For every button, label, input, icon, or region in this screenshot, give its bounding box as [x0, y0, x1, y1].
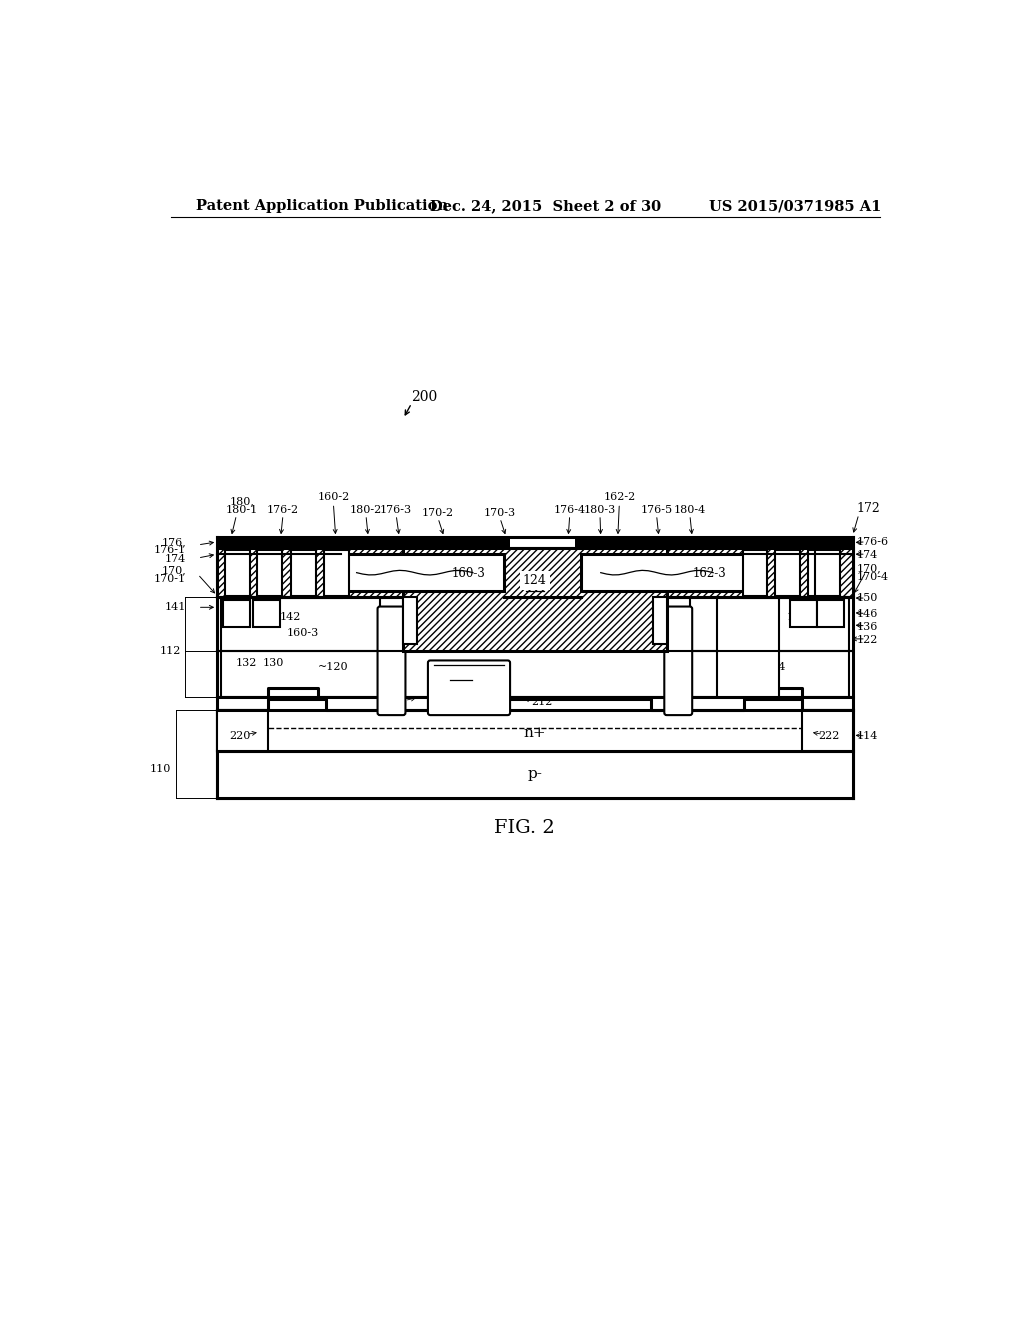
Text: n+: n+ [797, 610, 811, 618]
FancyBboxPatch shape [428, 660, 510, 715]
Text: US 2015/0371985 A1: US 2015/0371985 A1 [710, 199, 882, 213]
Text: 156: 156 [737, 639, 759, 648]
Text: 114: 114 [856, 731, 878, 741]
Text: p+: p+ [823, 610, 838, 618]
Bar [341, 554, 504, 591]
Bar [815, 549, 841, 595]
Text: 176,: 176, [162, 537, 186, 546]
Bar [403, 597, 417, 644]
Bar [652, 597, 667, 644]
Text: 130: 130 [263, 657, 285, 668]
Bar [717, 597, 779, 697]
Text: 212: 212 [531, 697, 552, 708]
Text: 172: 172 [856, 502, 881, 515]
Text: 162: 162 [665, 607, 686, 618]
Text: 170,: 170, [162, 565, 186, 576]
Bar [403, 548, 667, 651]
Text: 160-3: 160-3 [287, 628, 318, 639]
Bar [257, 549, 283, 595]
Text: 176-1: 176-1 [154, 545, 186, 554]
Text: 146: 146 [856, 610, 878, 619]
Text: 170-2: 170-2 [422, 508, 454, 517]
Text: 180-3: 180-3 [584, 504, 616, 515]
Text: 180,: 180, [229, 496, 254, 506]
Text: 176-5: 176-5 [640, 504, 673, 515]
Text: 220: 220 [229, 731, 251, 741]
Text: Patent Application Publication: Patent Application Publication [197, 199, 449, 213]
Text: 152: 152 [786, 612, 808, 622]
Text: 160: 160 [384, 607, 406, 618]
Bar [217, 537, 510, 548]
Bar [217, 548, 853, 598]
Bar [582, 554, 744, 591]
Text: FIG. 2: FIG. 2 [495, 820, 555, 837]
Bar [775, 549, 800, 595]
Bar [225, 549, 250, 595]
Bar [217, 710, 853, 751]
Text: 170-3: 170-3 [484, 508, 516, 517]
Text: 144: 144 [253, 612, 274, 622]
Text: 176-2: 176-2 [267, 504, 299, 515]
Bar [802, 710, 853, 751]
Text: 136: 136 [856, 622, 878, 631]
Text: 176-4: 176-4 [554, 504, 586, 515]
Text: 162-3: 162-3 [692, 566, 726, 579]
Text: 176-3: 176-3 [380, 504, 413, 515]
Text: 160-2: 160-2 [317, 492, 349, 502]
Bar [217, 710, 267, 751]
Text: 116: 116 [450, 669, 473, 682]
Bar [790, 601, 817, 627]
Bar [575, 537, 853, 548]
Text: 210: 210 [384, 697, 406, 708]
Bar [253, 601, 280, 627]
Text: 150: 150 [856, 593, 878, 603]
Text: 200: 200 [411, 391, 437, 404]
Text: Dec. 24, 2015  Sheet 2 of 30: Dec. 24, 2015 Sheet 2 of 30 [430, 199, 662, 213]
Text: 122: 122 [856, 635, 878, 644]
Text: 160-3: 160-3 [452, 566, 486, 579]
Bar [690, 597, 849, 697]
Text: p+: p+ [259, 610, 273, 618]
Bar [217, 751, 853, 797]
Text: 170,: 170, [856, 564, 882, 573]
Text: 124: 124 [523, 574, 547, 587]
Text: 134: 134 [765, 661, 785, 672]
Text: 176-6: 176-6 [856, 537, 889, 546]
Bar [324, 549, 349, 595]
Text: 110: 110 [150, 764, 171, 774]
Text: 180-4: 180-4 [674, 504, 706, 515]
Text: 141: 141 [165, 602, 186, 612]
Bar [221, 597, 380, 697]
Text: 174: 174 [856, 550, 878, 560]
Text: n+: n+ [523, 726, 546, 739]
Bar [223, 601, 251, 627]
Text: 142: 142 [280, 612, 301, 622]
Bar [291, 549, 315, 595]
Text: 162-2: 162-2 [603, 492, 636, 502]
Text: 160-1: 160-1 [416, 607, 447, 618]
Bar [817, 601, 844, 627]
Text: 170-1: 170-1 [154, 574, 186, 583]
Text: 180-1: 180-1 [226, 504, 258, 515]
Text: 132: 132 [236, 657, 257, 668]
Bar [808, 549, 833, 595]
Text: p-: p- [527, 767, 543, 781]
Bar [742, 549, 767, 595]
Text: n+: n+ [229, 610, 244, 618]
Text: 140: 140 [457, 677, 481, 690]
Text: 112: 112 [160, 647, 180, 656]
Text: 174: 174 [165, 554, 186, 564]
Text: 170-4: 170-4 [856, 572, 889, 582]
Text: 222: 222 [818, 731, 840, 741]
FancyBboxPatch shape [665, 607, 692, 715]
FancyBboxPatch shape [378, 607, 406, 715]
Text: 162-3: 162-3 [732, 623, 764, 634]
Text: 162-1: 162-1 [625, 607, 656, 618]
Text: 180-2: 180-2 [350, 504, 382, 515]
Text: ~120: ~120 [318, 661, 349, 672]
